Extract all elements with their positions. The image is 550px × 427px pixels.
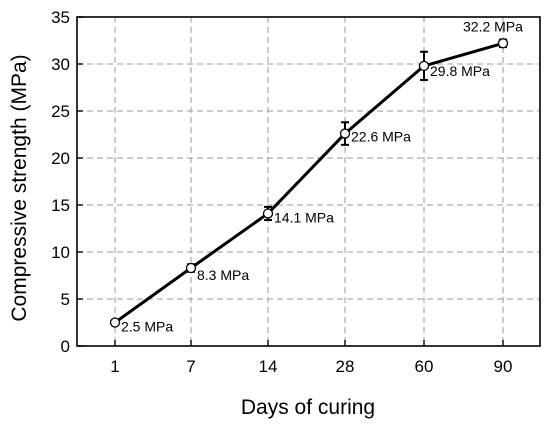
x-tick-label: 1 bbox=[110, 357, 119, 376]
grid-lines bbox=[77, 17, 540, 346]
y-tick-label: 30 bbox=[51, 55, 70, 74]
x-axis-title: Days of curing bbox=[241, 396, 375, 419]
data-label: 22.6 MPa bbox=[351, 129, 411, 145]
y-axis-title: Compressive strength (MPa) bbox=[8, 54, 31, 321]
x-tick-label: 7 bbox=[186, 357, 195, 376]
series-layer bbox=[109, 38, 509, 328]
y-tick-label: 35 bbox=[51, 8, 70, 27]
data-point bbox=[339, 128, 351, 139]
plot-border bbox=[76, 16, 541, 347]
x-tick-label: 28 bbox=[336, 357, 355, 376]
y-axis-ticks: 0 5 10 15 20 25 30 35 bbox=[51, 8, 83, 356]
data-point bbox=[109, 317, 121, 328]
data-label: 32.2 MPa bbox=[463, 18, 523, 34]
data-label: 14.1 MPa bbox=[274, 209, 334, 225]
data-label: 2.5 MPa bbox=[121, 319, 173, 335]
plot-frame bbox=[76, 16, 541, 347]
x-tick-label: 90 bbox=[494, 357, 513, 376]
data-label: 29.8 MPa bbox=[430, 63, 490, 79]
data-labels: 2.5 MPa 8.3 MPa 14.1 MPa 22.6 MPa 29.8 MPa 32… bbox=[121, 18, 523, 334]
data-point bbox=[497, 38, 509, 49]
x-tick-label: 14 bbox=[259, 357, 278, 376]
data-point bbox=[418, 60, 430, 72]
data-point bbox=[185, 262, 197, 274]
y-tick-label: 25 bbox=[51, 102, 70, 121]
strength-series-line bbox=[114, 41, 504, 324]
data-point bbox=[262, 208, 274, 219]
y-tick-label: 20 bbox=[51, 149, 70, 168]
y-tick-label: 5 bbox=[61, 290, 70, 309]
y-tick-label: 0 bbox=[61, 337, 70, 356]
y-tick-label: 10 bbox=[51, 243, 70, 262]
data-label: 8.3 MPa bbox=[197, 267, 249, 283]
x-axis-ticks: 1 7 14 28 60 90 bbox=[110, 340, 512, 376]
x-tick-label: 60 bbox=[415, 357, 434, 376]
y-tick-label: 15 bbox=[51, 196, 70, 215]
